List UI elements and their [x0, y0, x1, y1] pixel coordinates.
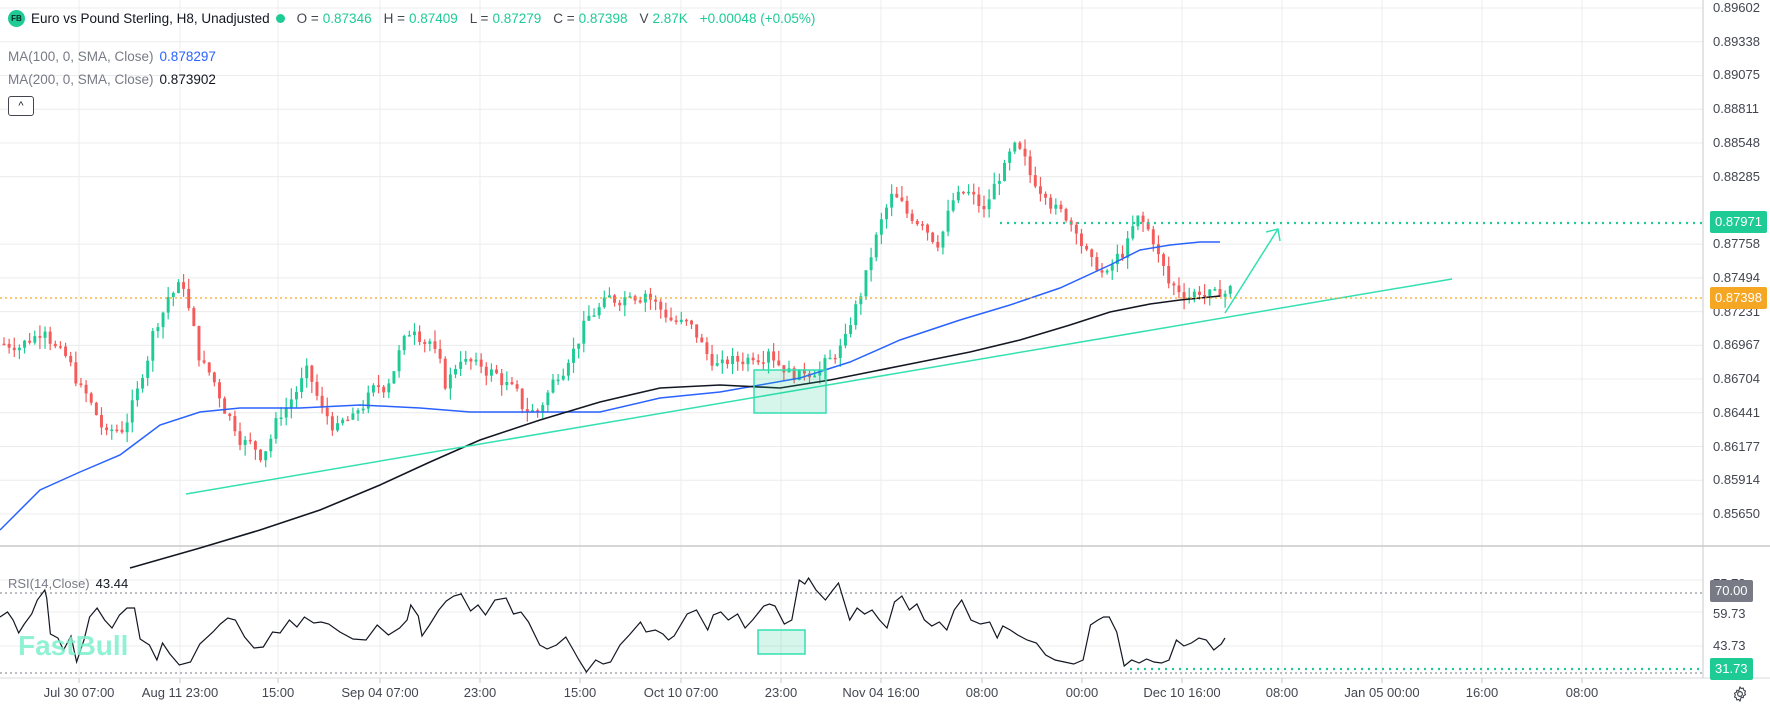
price-tick-label: 0.88285 — [1713, 168, 1760, 184]
ma100-label: MA(100, 0, SMA, Close) — [8, 49, 154, 64]
rsi-overbought-tag: 70.00 — [1710, 580, 1753, 602]
time-tick-label: Nov 04 16:00 — [842, 685, 920, 700]
chevron-up-icon: ^ — [18, 100, 24, 112]
time-tick-label: Sep 04 07:00 — [341, 685, 419, 700]
price-tick-label: 0.86441 — [1713, 404, 1760, 420]
current-price-tag: 0.87398 — [1710, 287, 1767, 309]
time-tick-label: 23:00 — [764, 685, 798, 700]
rsi-tick-label: 59.73 — [1713, 606, 1746, 621]
time-tick-label: 15:00 — [563, 685, 597, 700]
price-tick-label: 0.86177 — [1713, 438, 1760, 454]
rsi-label: RSI(14,Close) — [8, 576, 90, 591]
time-tick-label: Aug 11 23:00 — [141, 685, 219, 700]
rsi-value: 43.44 — [95, 576, 129, 591]
collapse-legend-button[interactable]: ^ — [8, 96, 34, 116]
time-tick-label: 08:00 — [1265, 685, 1299, 700]
settings-gear-icon[interactable] — [1731, 685, 1749, 703]
rsi-level-tag: 31.73 — [1710, 658, 1753, 680]
symbol-title[interactable]: Euro vs Pound Sterling, H8, Unadjusted — [31, 11, 270, 26]
price-tick-label: 0.86704 — [1713, 371, 1760, 387]
time-tick-label: 15:00 — [261, 685, 295, 700]
open-value: 0.87346 — [322, 11, 372, 26]
close-label: C = — [553, 11, 575, 26]
low-label: L = — [469, 11, 489, 26]
price-tick-label: 0.88548 — [1713, 134, 1760, 150]
time-tick-label: Dec 10 16:00 — [1143, 685, 1221, 700]
volume-value: 2.87K — [652, 11, 688, 26]
price-tick-label: 0.85650 — [1713, 506, 1760, 521]
high-value: 0.87409 — [408, 11, 458, 26]
time-tick-label: 16:00 — [1465, 685, 1499, 700]
price-tick-label: 0.88811 — [1713, 101, 1760, 117]
price-tick-label: 0.85914 — [1713, 472, 1760, 488]
time-tick-label: Oct 10 07:00 — [643, 685, 719, 700]
price-tick-label: 0.89338 — [1713, 33, 1760, 49]
target-price-tag: 0.87971 — [1710, 211, 1767, 233]
open-label: O = — [296, 11, 319, 26]
time-tick-label: 08:00 — [965, 685, 999, 700]
time-tick-label: Jul 30 07:00 — [43, 685, 115, 700]
high-label: H = — [383, 11, 405, 26]
ma200-legend[interactable]: MA(200, 0, SMA, Close) 0.873902 — [8, 72, 216, 87]
price-tick-label: 0.89075 — [1713, 67, 1760, 83]
ma100-value: 0.878297 — [159, 49, 216, 64]
price-tick-label: 0.87758 — [1713, 236, 1760, 252]
rsi-legend[interactable]: RSI(14,Close) 43.44 — [8, 576, 128, 591]
ma200-label: MA(200, 0, SMA, Close) — [8, 72, 154, 87]
change-value: +0.00048 (+0.05%) — [699, 11, 816, 26]
rsi-tick-label: 43.73 — [1713, 638, 1746, 653]
price-tick-label: 0.86967 — [1713, 337, 1760, 353]
time-tick-label: 23:00 — [463, 685, 497, 700]
close-value: 0.87398 — [578, 11, 628, 26]
price-tick-label: 0.89602 — [1713, 0, 1760, 15]
fastbull-logo-icon: FB — [8, 10, 25, 27]
ma200-value: 0.873902 — [159, 72, 216, 87]
time-tick-label: 00:00 — [1065, 685, 1099, 700]
time-tick-label: Jan 05 00:00 — [1344, 685, 1420, 700]
volume-label: V — [639, 11, 649, 26]
fastbull-watermark: FastBull — [18, 630, 129, 661]
symbol-legend: FB Euro vs Pound Sterling, H8, Unadjuste… — [8, 10, 827, 27]
price-tick-label: 0.87494 — [1713, 269, 1760, 285]
low-value: 0.87279 — [492, 11, 542, 26]
ma100-legend[interactable]: MA(100, 0, SMA, Close) 0.878297 — [8, 49, 216, 64]
market-status-dot-icon — [275, 14, 285, 23]
time-tick-label: 08:00 — [1565, 685, 1599, 700]
